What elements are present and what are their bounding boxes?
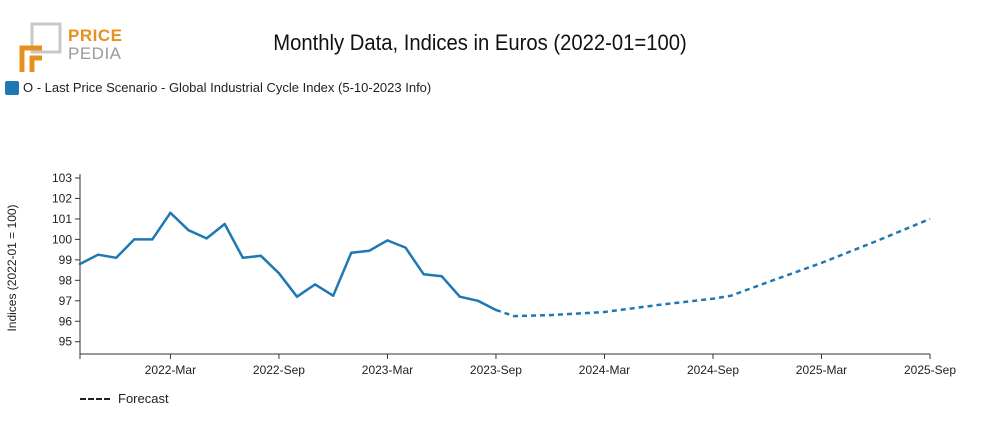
data-point: [331, 294, 335, 297]
data-point: [205, 237, 208, 240]
x-tick-label: 2025-Mar: [796, 363, 847, 377]
data-point: [422, 272, 425, 276]
x-tick-label: 2023-Sep: [470, 363, 522, 377]
legend-label: O - Last Price Scenario - Global Industr…: [23, 80, 432, 95]
y-tick-label: 96: [59, 314, 73, 328]
y-tick-label: 98: [59, 273, 73, 287]
data-point: [295, 295, 299, 298]
x-tick-label: 2024-Sep: [687, 363, 739, 377]
data-point: [187, 228, 190, 232]
series-layer: [78, 211, 931, 318]
y-tick-label: 100: [52, 232, 72, 246]
data-point: [169, 211, 172, 214]
y-tick-label: 101: [52, 212, 72, 226]
logo-mark-icon: [19, 22, 62, 72]
data-point: [259, 254, 263, 257]
data-point: [277, 271, 281, 275]
data-point: [223, 222, 226, 226]
x-tick-label: 2022-Sep: [253, 363, 305, 377]
data-point: [368, 249, 371, 252]
data-point: [350, 251, 353, 254]
legend-swatch: [5, 80, 19, 95]
x-tick-label: 2024-Mar: [579, 363, 630, 377]
series-line-actual: [78, 211, 498, 312]
data-point: [440, 275, 443, 278]
data-point: [313, 283, 317, 286]
data-point: [133, 238, 136, 241]
data-point: [494, 308, 498, 312]
x-tick-label: 2022-Mar: [145, 363, 196, 377]
series-line-forecast: [495, 217, 931, 318]
y-tick-label: 97: [59, 294, 73, 308]
chart-legend[interactable]: O - Last Price Scenario - Global Industr…: [5, 80, 431, 95]
forecast-legend-label: Forecast: [118, 391, 169, 406]
data-point: [386, 239, 389, 242]
data-point: [96, 253, 100, 256]
logo-text-price: PRICE: [68, 26, 123, 45]
data-point: [404, 246, 407, 249]
y-tick-label: 102: [52, 191, 72, 205]
y-tick-label: 95: [59, 335, 73, 349]
y-tick-label: 99: [59, 253, 73, 267]
logo-text-pedia: PEDIA: [68, 44, 122, 63]
x-tick-label: 2025-Sep: [904, 363, 956, 377]
x-tick-label: 2023-Mar: [362, 363, 413, 377]
pricepedia-logo: PRICE PEDIA: [18, 22, 128, 74]
forecast-legend: Forecast: [80, 391, 169, 406]
forecast-dash-icon: [80, 397, 110, 400]
y-tick-label: 103: [52, 171, 72, 185]
data-point: [476, 299, 480, 302]
data-point: [458, 295, 461, 298]
data-point: [78, 262, 82, 266]
data-point: [114, 256, 118, 260]
chart-title: Monthly Data, Indices in Euros (2022-01=…: [273, 30, 687, 55]
y-axis-title: Indices (2022-01 = 100): [5, 204, 19, 331]
data-point: [241, 256, 244, 260]
data-point: [151, 238, 154, 241]
chart-axes: 95 96 97 98 99 100 101 102 103 2022-Mar 2022-Sep 20…: [5, 171, 956, 377]
